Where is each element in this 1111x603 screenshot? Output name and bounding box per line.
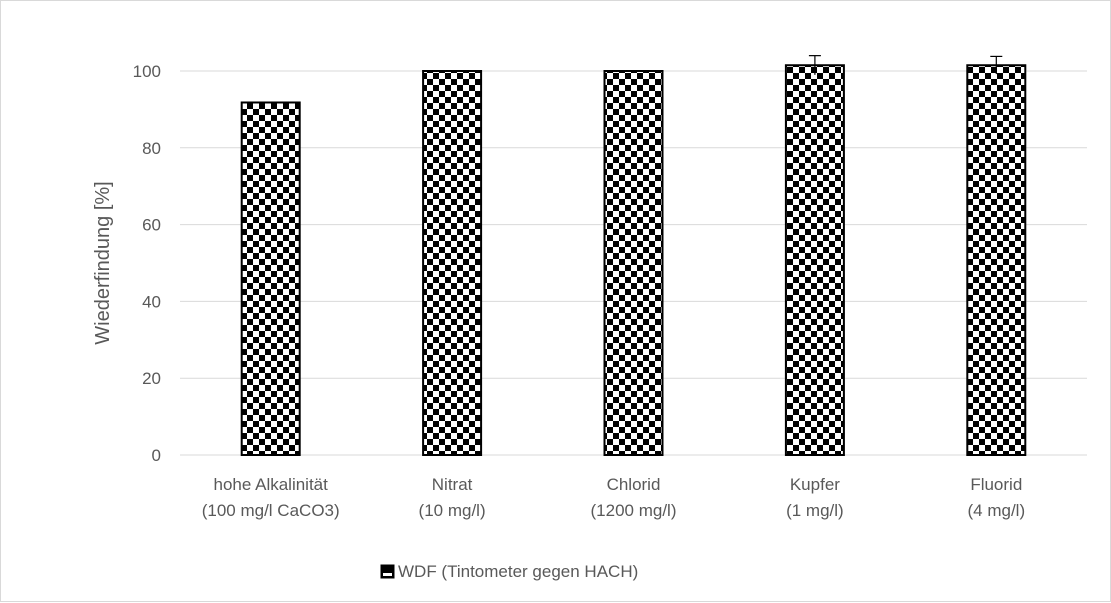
y-axis-title: Wiederfindung [%] <box>92 181 114 344</box>
y-axis-ticks: 0 20 40 60 80 100 <box>133 62 161 465</box>
y-tick-label: 40 <box>142 292 161 311</box>
legend: WDF (Tintometer gegen HACH) <box>380 562 638 581</box>
bars <box>240 64 1027 457</box>
x-tick-label: (1 mg/l) <box>786 501 844 520</box>
x-axis-ticks: hohe Alkalinität (100 mg/l CaCO3) Nitrat (1… <box>202 475 1025 520</box>
legend-swatch <box>380 564 395 579</box>
x-tick-label: Kupfer <box>790 475 840 494</box>
x-tick-label: (100 mg/l CaCO3) <box>202 501 340 520</box>
legend-label: WDF (Tintometer gegen HACH) <box>398 562 638 581</box>
y-tick-label: 80 <box>142 139 161 158</box>
bar <box>422 70 483 456</box>
y-tick-label: 0 <box>152 446 161 465</box>
bar <box>240 101 301 456</box>
error-bars <box>808 55 1003 75</box>
x-tick-label: Chlorid <box>607 475 661 494</box>
y-tick-label: 20 <box>142 369 161 388</box>
y-tick-label: 100 <box>133 62 161 81</box>
bar <box>603 70 664 456</box>
x-tick-label: Nitrat <box>432 475 473 494</box>
bar <box>966 64 1027 457</box>
x-tick-label: hohe Alkalinität <box>214 475 329 494</box>
x-tick-label: Fluorid <box>970 475 1022 494</box>
bar <box>784 64 845 457</box>
x-tick-label: (4 mg/l) <box>967 501 1025 520</box>
x-tick-label: (1200 mg/l) <box>591 501 677 520</box>
y-tick-label: 60 <box>142 216 161 235</box>
x-tick-label: (10 mg/l) <box>419 501 486 520</box>
legend-swatch-stripe <box>383 573 392 576</box>
